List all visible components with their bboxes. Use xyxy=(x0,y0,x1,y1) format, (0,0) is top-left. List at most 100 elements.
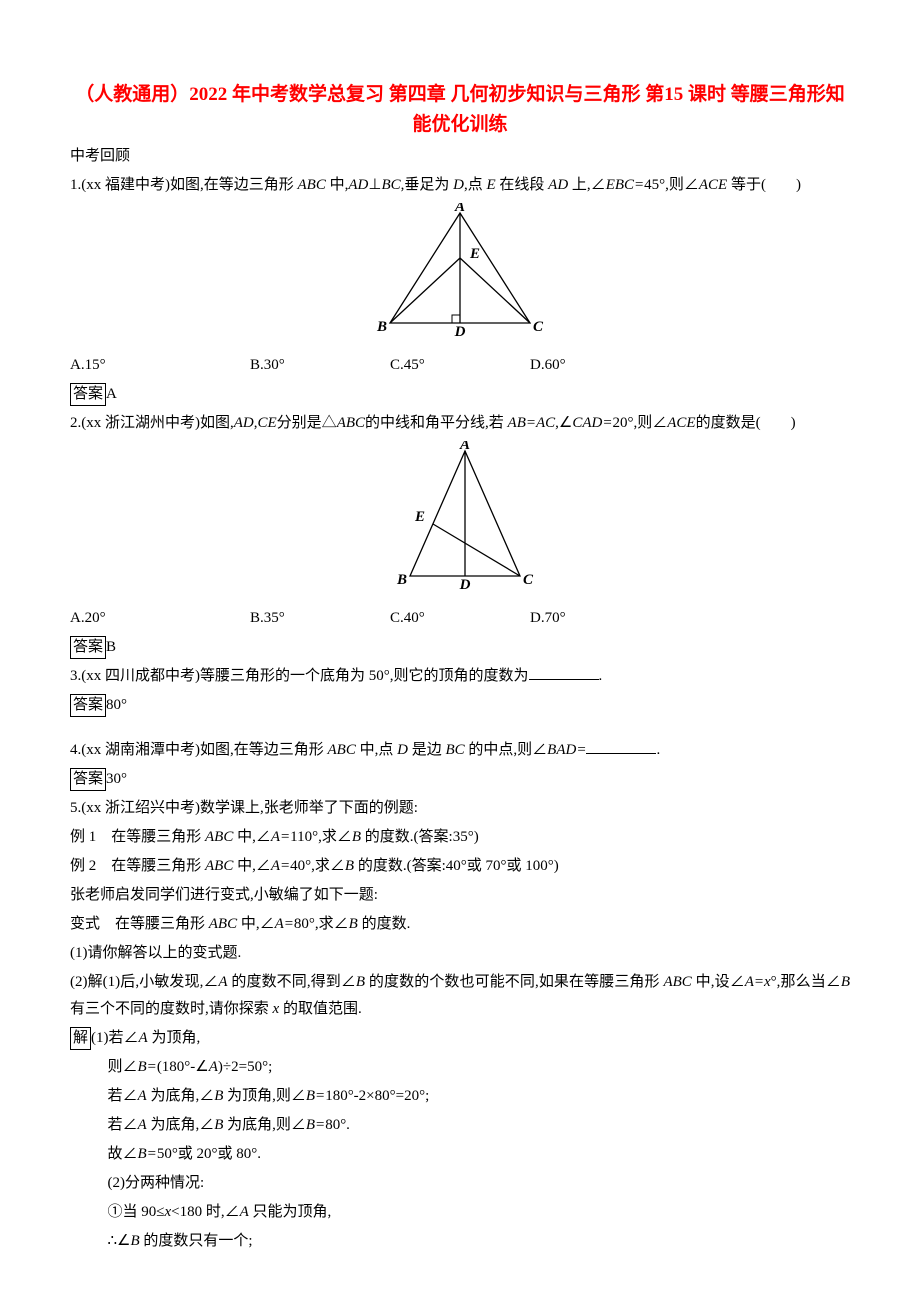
q1-text-f: 上,∠ xyxy=(568,177,606,193)
q5-sol3-be: B= xyxy=(306,1088,325,1104)
q1-figure: A B C D E xyxy=(70,203,850,348)
q1-label-b: B xyxy=(376,319,387,335)
q5-ex1-be: B xyxy=(352,829,361,845)
q5-sol1-b: 为顶角, xyxy=(148,1030,201,1046)
q2-label-d: D xyxy=(459,577,471,591)
q1-sym-abc: ABC xyxy=(298,177,326,193)
q5-sol1-sa: A xyxy=(139,1030,148,1046)
q5-sol7-a: ①当 90≤ xyxy=(108,1204,165,1220)
q4-sym-bad: BAD= xyxy=(547,742,586,758)
q5-sol8-b: 的度数只有一个; xyxy=(140,1233,253,1249)
q2-label-e: E xyxy=(414,509,425,525)
q5-sol3-b: 为底角,∠ xyxy=(147,1088,215,1104)
q2-sym-ad: AD xyxy=(234,415,254,431)
q5-ex2-be: B xyxy=(345,858,354,874)
q5-sol6: (2)分两种情况: xyxy=(70,1170,850,1197)
q5-p1: (1)请你解答以上的变式题. xyxy=(70,940,850,967)
q3-text: 3.(xx 四川成都中考)等腰三角形的一个底角为 50°,则它的顶角的度数为 xyxy=(70,668,529,684)
q5-sol2-b: (180°-∠ xyxy=(157,1059,209,1075)
q5-var-abc: ABC xyxy=(209,916,237,932)
q1-text-g: 45°,则∠ xyxy=(644,177,699,193)
q5-sol5-b: 50°或 20°或 80°. xyxy=(157,1146,261,1162)
doc-title: （人教通用）2022 年中考数学总复习 第四章 几何初步知识与三角形 第15 课… xyxy=(70,80,850,141)
q2-answer: 答案B xyxy=(70,634,850,661)
q4-text-a: 4.(xx 湖南湘潭中考)如图,在等边三角形 xyxy=(70,742,328,758)
q5-ex1: 例 1 在等腰三角形 ABC 中,∠A=110°,求∠B 的度数.(答案:35°… xyxy=(70,824,850,851)
q2-svg: A B C D E xyxy=(365,441,555,591)
q5-p2-d: 中,设∠ xyxy=(696,974,745,990)
q5-var-b: 中,∠ xyxy=(237,916,275,932)
q5-sol4: 若∠A 为底角,∠B 为底角,则∠B=80°. xyxy=(70,1112,850,1139)
q5-sol-label: 解 xyxy=(70,1027,91,1050)
q2-options: A.20° B.35° C.40° D.70° xyxy=(70,605,850,632)
q5-p2-abc: ABC xyxy=(663,974,691,990)
q2-opt-c: C.40° xyxy=(390,605,530,632)
q1-opt-d: D.60° xyxy=(530,352,566,379)
q4-sym-abc: ABC xyxy=(328,742,356,758)
q5-ex1-a: 例 1 在等腰三角形 xyxy=(70,829,205,845)
q5-sol4-d: 80°. xyxy=(325,1117,350,1133)
q5-ex2-d: 的度数.(答案:40°或 70°或 100°) xyxy=(354,858,559,874)
q4-stem: 4.(xx 湖南湘潭中考)如图,在等边三角形 ABC 中,点 D 是边 BC 的… xyxy=(70,737,850,764)
spacer xyxy=(70,721,850,735)
q4-sym-d: D xyxy=(397,742,408,758)
q2-sym-cad: CAD= xyxy=(572,415,612,431)
q2-text-d: 20°,则∠ xyxy=(613,415,668,431)
q1-sym-ad: AD xyxy=(348,177,368,193)
q2-sym-ace: ACE xyxy=(667,415,695,431)
q5-sol2-sa: A xyxy=(209,1059,218,1075)
q1-text-e: 在线段 xyxy=(496,177,549,193)
q5-var-a: 变式 在等腰三角形 xyxy=(70,916,209,932)
q5-sol3: 若∠A 为底角,∠B 为顶角,则∠B=180°-2×80°=20°; xyxy=(70,1083,850,1110)
q2-ans: B xyxy=(106,639,116,655)
q5-sol3-sb: B xyxy=(214,1088,223,1104)
q5-sol4-sb: B xyxy=(214,1117,223,1133)
q4-tail: . xyxy=(656,742,660,758)
q1-label-e: E xyxy=(469,246,480,262)
q2-label-b: B xyxy=(396,572,407,588)
q4-text-d: 的中点,则∠ xyxy=(465,742,548,758)
q5-sol4-be: B= xyxy=(306,1117,325,1133)
q2-opt-b: B.35° xyxy=(250,605,390,632)
q2-sep2: ,∠ xyxy=(555,415,572,431)
q1-text-b: 中, xyxy=(326,177,349,193)
q4-sym-bc: BC xyxy=(445,742,464,758)
q5-sol4-c: 为底角,则∠ xyxy=(223,1117,306,1133)
q5-ex2-b: 中,∠ xyxy=(233,858,271,874)
q5-p2: (2)解(1)后,小敏发现,∠A 的度数不同,得到∠B 的度数的个数也可能不同,… xyxy=(70,969,850,1023)
q3-ans: 80° xyxy=(106,697,127,713)
q4-text-b: 中,点 xyxy=(356,742,397,758)
q1-text-c: ,垂足为 xyxy=(401,177,454,193)
q5-sol7-c: 只能为顶角, xyxy=(249,1204,332,1220)
section-header: 中考回顾 xyxy=(70,143,850,170)
q1-svg: A B C D E xyxy=(360,203,560,338)
q5-var-ae: A= xyxy=(275,916,294,932)
q5-sol4-b: 为底角,∠ xyxy=(147,1117,215,1133)
q1-sym-ace: ACE xyxy=(699,177,727,193)
q5-sol3-d: 180°-2×80°=20°; xyxy=(325,1088,429,1104)
q5-sol7: ①当 90≤x<180 时,∠A 只能为顶角, xyxy=(70,1199,850,1226)
q2-text-e: 的度数是( ) xyxy=(696,415,796,431)
q4-answer: 答案30° xyxy=(70,766,850,793)
q5-sol7-sa: A xyxy=(240,1204,249,1220)
q2-sym-abc: ABC xyxy=(337,415,365,431)
q5-var-c: 80°,求∠ xyxy=(294,916,349,932)
q5-sol3-c: 为顶角,则∠ xyxy=(223,1088,306,1104)
q1-text-h: 等于( ) xyxy=(727,177,801,193)
q1-ans: A xyxy=(106,386,117,402)
q5-sol8-sb: B xyxy=(131,1233,140,1249)
q1-opt-a: A.15° xyxy=(70,352,250,379)
q5-p2-f: 有三个不同的度数时,请你探索 xyxy=(70,1001,273,1017)
q5-sol8: ∴∠B 的度数只有一个; xyxy=(70,1228,850,1255)
q1-label-c: C xyxy=(533,319,544,335)
q5-ex1-abc: ABC xyxy=(205,829,233,845)
q4-ans-label: 答案 xyxy=(70,768,106,791)
q3-blank xyxy=(529,664,599,680)
q5-sol8-a: ∴∠ xyxy=(108,1233,131,1249)
q1-sym-bc: BC xyxy=(381,177,400,193)
q1-ans-label: 答案 xyxy=(70,383,106,406)
q5-p2-c: 的度数的个数也可能不同,如果在等腰三角形 xyxy=(365,974,663,990)
q5-sol7-b: <180 时,∠ xyxy=(171,1204,239,1220)
q1-sym-d: D xyxy=(453,177,464,193)
q1-opt-c: C.45° xyxy=(390,352,530,379)
